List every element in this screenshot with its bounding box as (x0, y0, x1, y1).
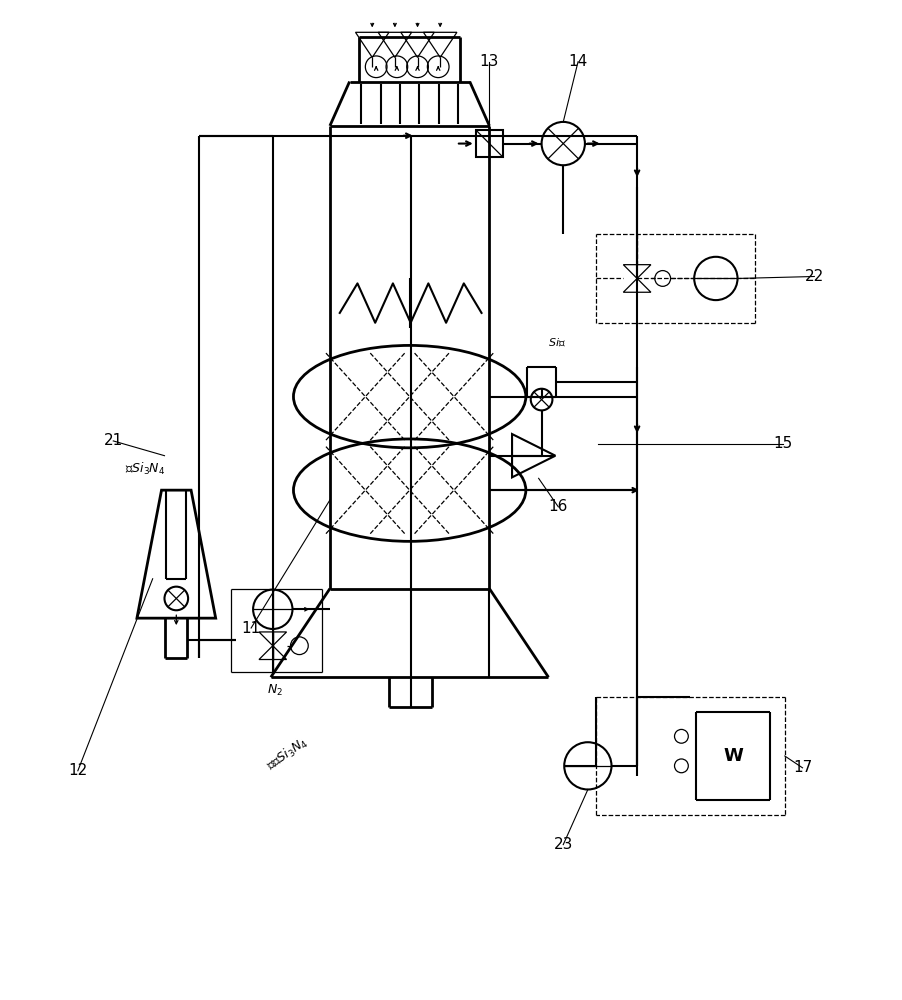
Text: 21: 21 (104, 433, 123, 448)
Circle shape (694, 257, 737, 300)
Polygon shape (475, 130, 502, 157)
Text: 16: 16 (548, 499, 567, 514)
Text: $Si$粉: $Si$粉 (548, 336, 566, 348)
Text: 11: 11 (241, 621, 261, 636)
Text: W: W (723, 747, 742, 765)
Circle shape (564, 742, 611, 789)
Text: 细$Si_3N_4$: 细$Si_3N_4$ (124, 460, 165, 477)
Text: $N_2$: $N_2$ (266, 682, 282, 698)
Text: 12: 12 (69, 763, 87, 778)
Circle shape (541, 122, 584, 165)
Text: 13: 13 (479, 54, 499, 69)
Circle shape (253, 590, 292, 629)
Circle shape (164, 587, 188, 610)
Text: 23: 23 (553, 837, 572, 852)
Circle shape (530, 389, 552, 410)
Text: 粗粒$Si_3N_4$: 粗粒$Si_3N_4$ (263, 734, 311, 774)
Text: 17: 17 (792, 760, 811, 775)
Text: 22: 22 (804, 269, 823, 284)
Text: 15: 15 (772, 436, 792, 451)
Text: 14: 14 (567, 54, 587, 69)
